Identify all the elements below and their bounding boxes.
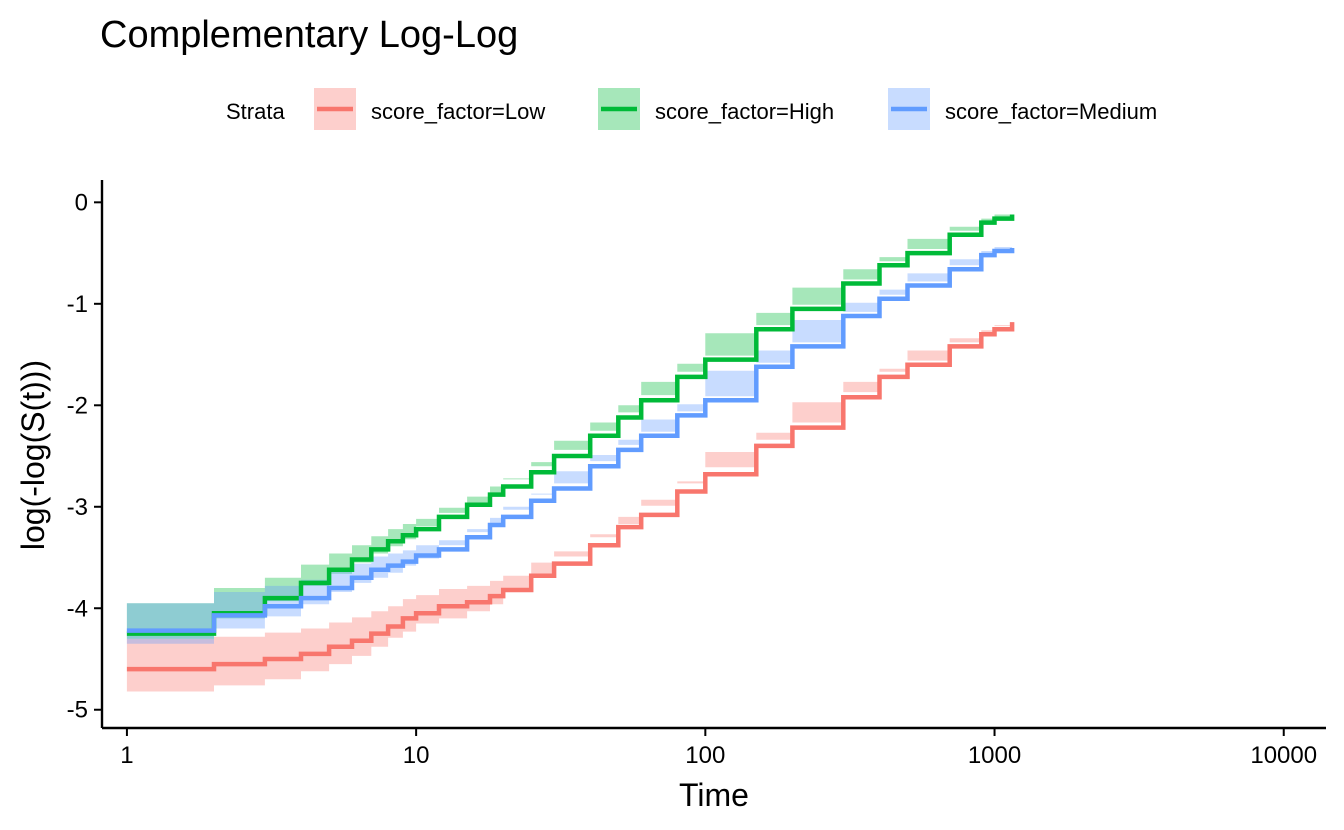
chart-title: Complementary Log-Log xyxy=(100,14,518,56)
y-tick-label: -2 xyxy=(67,392,88,419)
axes xyxy=(100,180,1326,730)
x-axis-title: Time xyxy=(679,777,749,813)
y-tick-label: -4 xyxy=(67,595,88,622)
y-tick-label: -1 xyxy=(67,291,88,318)
line-score-factor-high xyxy=(126,214,1015,636)
ribbon-score-factor-low xyxy=(126,318,1013,700)
line-score-factor-low xyxy=(126,322,1015,672)
y-tick-label: 0 xyxy=(75,189,88,216)
legend: Strata score_factor=Low score_factor=High… xyxy=(226,88,1157,130)
x-tick-label: 100 xyxy=(685,742,725,769)
y-axis-title: log(-log(S(t))) xyxy=(15,360,51,550)
series-lines xyxy=(126,214,1015,672)
x-tick-label: 1000 xyxy=(968,742,1021,769)
x-tick-label: 10000 xyxy=(1250,742,1317,769)
legend-title: Strata xyxy=(226,99,285,124)
y-tick-label: -3 xyxy=(67,494,88,521)
x-tick-label: 1 xyxy=(120,742,133,769)
legend-label-score-factor-medium: score_factor=Medium xyxy=(945,99,1157,124)
legend-label-score-factor-high: score_factor=High xyxy=(655,99,834,124)
x-tick-label: 10 xyxy=(403,742,430,769)
x-axis-ticks: 1 10 100 1000 10000 xyxy=(120,728,1317,769)
legend-label-score-factor-low: score_factor=Low xyxy=(371,99,545,124)
y-tick-label: -5 xyxy=(67,697,88,724)
y-axis-ticks: 0 -1 -2 -3 -4 -5 xyxy=(67,189,102,724)
line-score-factor-medium xyxy=(126,248,1015,633)
